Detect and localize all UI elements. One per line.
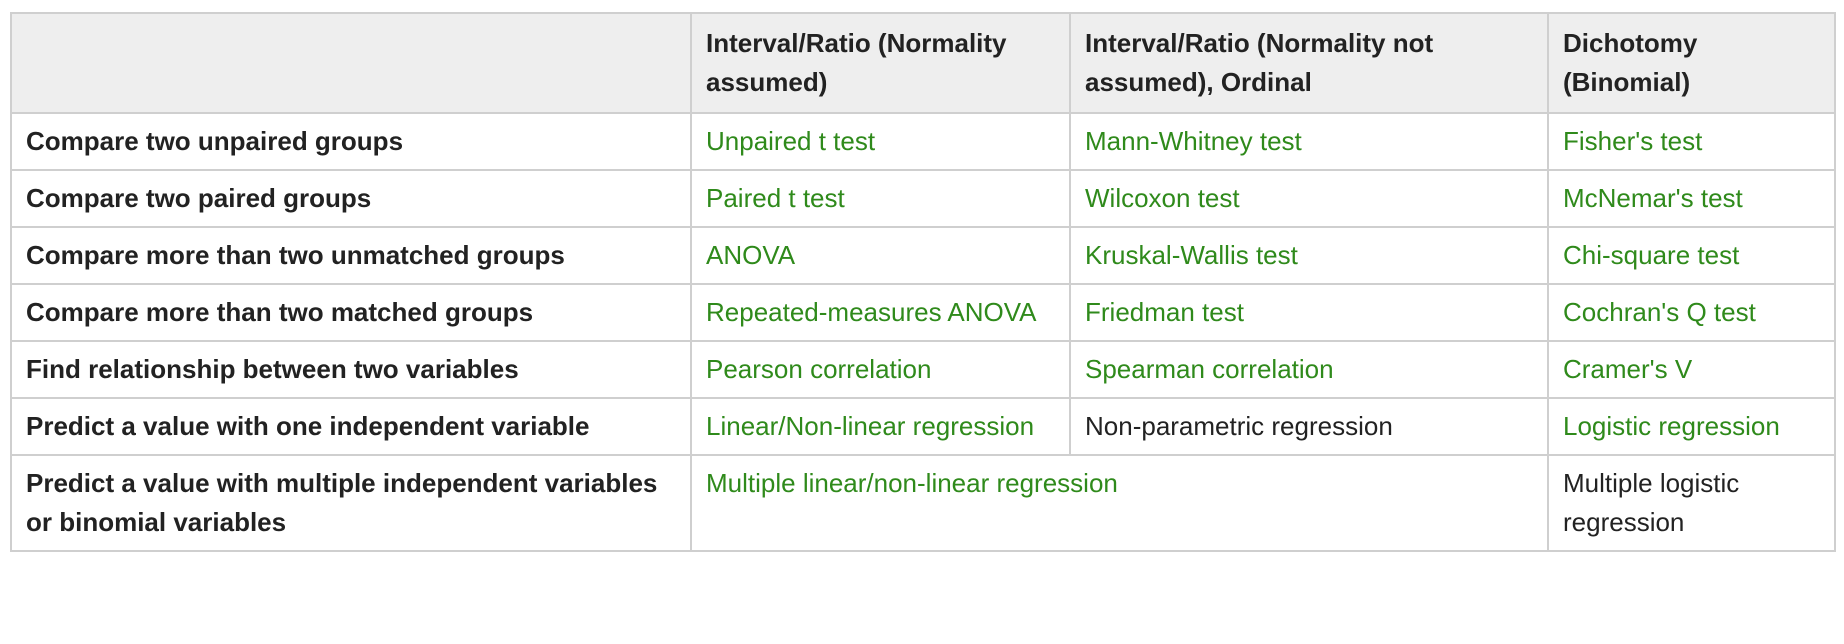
test-link[interactable]: ANOVA <box>706 240 796 270</box>
row-label: Predict a value with one independent var… <box>10 397 692 456</box>
test-link[interactable]: Logistic regression <box>1563 411 1780 441</box>
test-link[interactable]: Fisher's test <box>1563 126 1703 156</box>
test-link[interactable]: Repeated-measures ANOVA <box>706 297 1037 327</box>
test-link-cell[interactable]: Pearson correlation <box>690 340 1071 399</box>
test-text-cell: Non-parametric regression <box>1069 397 1549 456</box>
table-row: Predict a value with multiple independen… <box>10 454 1836 552</box>
test-link-cell[interactable]: Logistic regression <box>1547 397 1836 456</box>
test-link[interactable]: Paired t test <box>706 183 845 213</box>
header-interval-ratio-normal: Interval/Ratio (Normality assumed) <box>690 12 1071 114</box>
header-corner-cell <box>10 12 692 114</box>
test-link-cell[interactable]: Friedman test <box>1069 283 1549 342</box>
test-link[interactable]: Spearman correlation <box>1085 354 1334 384</box>
test-link[interactable]: Pearson correlation <box>706 354 932 384</box>
table-row: Compare more than two matched groups Rep… <box>10 283 1836 342</box>
row-label: Compare more than two matched groups <box>10 283 692 342</box>
test-link[interactable]: Friedman test <box>1085 297 1244 327</box>
test-link-cell[interactable]: Spearman correlation <box>1069 340 1549 399</box>
test-link[interactable]: Mann-Whitney test <box>1085 126 1302 156</box>
table-row: Find relationship between two variables … <box>10 340 1836 399</box>
test-link[interactable]: Chi-square test <box>1563 240 1740 270</box>
test-link[interactable]: Cramer's V <box>1563 354 1693 384</box>
header-interval-ratio-nonnormal-ordinal: Interval/Ratio (Normality not assumed), … <box>1069 12 1549 114</box>
table-row: Compare two unpaired groups Unpaired t t… <box>10 112 1836 171</box>
table-row: Compare more than two unmatched groups A… <box>10 226 1836 285</box>
test-link[interactable]: Linear/Non-linear regression <box>706 411 1035 441</box>
test-link-cell[interactable]: Unpaired t test <box>690 112 1071 171</box>
statistical-tests-table: Interval/Ratio (Normality assumed) Inter… <box>10 12 1836 552</box>
test-link-cell[interactable]: Fisher's test <box>1547 112 1836 171</box>
test-link[interactable]: Wilcoxon test <box>1085 183 1240 213</box>
row-label: Find relationship between two variables <box>10 340 692 399</box>
test-link[interactable]: Kruskal-Wallis test <box>1085 240 1298 270</box>
table-row: Predict a value with one independent var… <box>10 397 1836 456</box>
test-link-cell[interactable]: Wilcoxon test <box>1069 169 1549 228</box>
row-label: Compare more than two unmatched groups <box>10 226 692 285</box>
row-label: Predict a value with multiple independen… <box>10 454 692 552</box>
test-link-cell[interactable]: Linear/Non-linear regression <box>690 397 1071 456</box>
test-link-cell[interactable]: McNemar's test <box>1547 169 1836 228</box>
test-link-cell[interactable]: Mann-Whitney test <box>1069 112 1549 171</box>
row-label: Compare two paired groups <box>10 169 692 228</box>
test-link-cell[interactable]: Chi-square test <box>1547 226 1836 285</box>
test-link-cell[interactable]: ANOVA <box>690 226 1071 285</box>
test-link-cell[interactable]: Multiple linear/non-linear regression <box>690 454 1549 552</box>
test-link[interactable]: Multiple linear/non-linear regression <box>706 468 1118 498</box>
test-link[interactable]: Unpaired t test <box>706 126 876 156</box>
test-link-cell[interactable]: Kruskal-Wallis test <box>1069 226 1549 285</box>
test-link-cell[interactable]: Repeated-measures ANOVA <box>690 283 1071 342</box>
test-link[interactable]: McNemar's test <box>1563 183 1743 213</box>
row-label: Compare two unpaired groups <box>10 112 692 171</box>
table-row: Compare two paired groups Paired t test … <box>10 169 1836 228</box>
test-link-cell[interactable]: Paired t test <box>690 169 1071 228</box>
header-row: Interval/Ratio (Normality assumed) Inter… <box>10 12 1836 114</box>
test-link-cell[interactable]: Cochran's Q test <box>1547 283 1836 342</box>
test-link-cell[interactable]: Cramer's V <box>1547 340 1836 399</box>
test-link[interactable]: Cochran's Q test <box>1563 297 1756 327</box>
statistical-tests-table-container: Interval/Ratio (Normality assumed) Inter… <box>10 12 1836 552</box>
header-dichotomy-binomial: Dichotomy (Binomial) <box>1547 12 1836 114</box>
test-text-cell: Multiple logistic regression <box>1547 454 1836 552</box>
